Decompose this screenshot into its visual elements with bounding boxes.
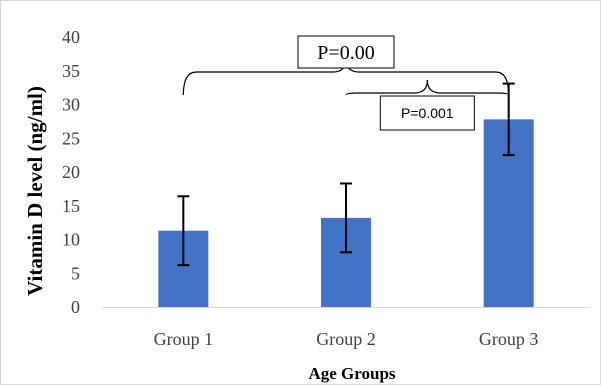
y-axis-title: Vitamin D level (ng/ml) <box>23 86 47 296</box>
y-tick-label: 5 <box>71 263 80 283</box>
y-tick-label: 10 <box>62 230 80 250</box>
significance-bracket <box>345 79 510 96</box>
p-value-label: P=0.00 <box>317 42 374 64</box>
x-tick-label: Group 3 <box>479 329 539 349</box>
y-tick-label: 25 <box>62 128 80 148</box>
x-axis-title: Age Groups <box>308 364 395 383</box>
y-tick-label: 40 <box>62 27 80 47</box>
y-tick-label: 20 <box>62 162 80 182</box>
y-axis-ticks: 0 5 10 15 20 25 30 35 40 <box>62 27 80 317</box>
p-value-box <box>379 95 475 131</box>
error-bars <box>177 82 515 267</box>
x-tick-label: Group 2 <box>316 329 376 349</box>
p-value-box <box>297 35 395 69</box>
p-value-label: P=0.001 <box>401 105 454 121</box>
significance-annotations: P=0.00 P=0.001 <box>182 35 510 131</box>
x-axis-ticks: Group 1 Group 2 Group 3 <box>154 329 539 349</box>
bars <box>158 119 534 307</box>
y-tick-label: 15 <box>62 196 80 216</box>
x-tick-label: Group 1 <box>154 329 214 349</box>
y-tick-label: 35 <box>62 61 80 81</box>
y-tick-label: 0 <box>71 297 80 317</box>
y-tick-label: 30 <box>62 95 80 115</box>
